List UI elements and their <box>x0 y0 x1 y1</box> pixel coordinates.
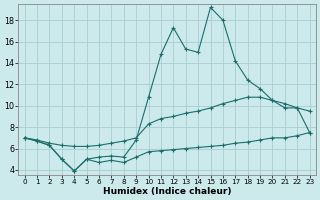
X-axis label: Humidex (Indice chaleur): Humidex (Indice chaleur) <box>103 187 231 196</box>
